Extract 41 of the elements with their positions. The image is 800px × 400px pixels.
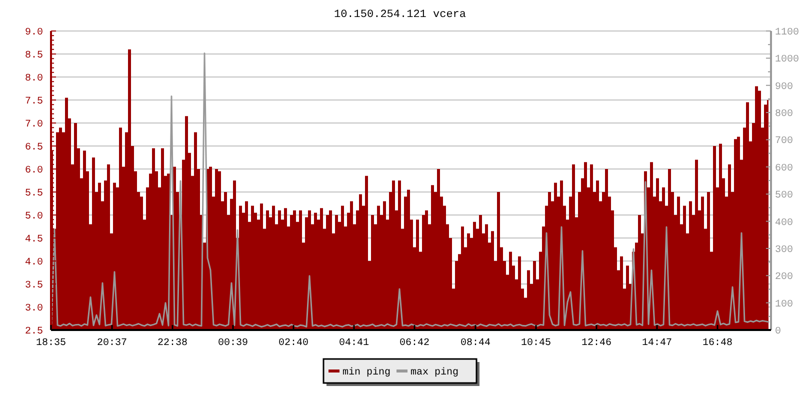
x-tick-label: 10:45: [520, 338, 552, 349]
y2-tick-label: 600: [775, 163, 794, 174]
y2-tick-label: 500: [775, 190, 794, 202]
x-tick-label: 22:38: [157, 338, 188, 349]
x-tick-label: 02:40: [278, 338, 309, 349]
y-tick-label: 5.5: [24, 188, 43, 200]
y-tick-label: 4.5: [24, 234, 43, 246]
y-tick-label: 3.5: [24, 280, 43, 292]
y-tick-label: 3.0: [24, 304, 43, 314]
y2-tick-label: 800: [775, 109, 794, 120]
y-tick-label: 7.0: [24, 120, 43, 130]
chart-title: 10.150.254.121 vcera: [334, 9, 466, 21]
y-tick-label: 8.0: [24, 74, 43, 84]
y-tick-label: 8.5: [24, 50, 43, 62]
y-tick-label: 6.5: [24, 142, 43, 154]
legend-label: min ping: [342, 366, 391, 378]
x-tick-label: 16:48: [702, 338, 733, 349]
x-tick-label: 08:44: [460, 338, 491, 349]
y-tick-label: 4.0: [24, 258, 43, 268]
y2-tick-label: 0: [775, 326, 782, 338]
y-tick-label: 9.0: [24, 28, 43, 38]
y2-tick-label: 100: [775, 299, 794, 310]
x-tick-label: 18:35: [36, 338, 66, 349]
legend-label: max ping: [410, 366, 459, 378]
x-tick-label: 12:46: [581, 338, 612, 349]
y2-tick-label: 300: [775, 244, 794, 256]
y2-tick-label: 1100: [775, 28, 800, 38]
x-tick-label: 06:42: [399, 338, 430, 349]
y-tick-label: 6.0: [24, 166, 43, 176]
x-tick-label: 20:37: [96, 338, 128, 349]
y2-tick-label: 400: [775, 218, 794, 229]
x-tick-label: 00:39: [218, 338, 248, 349]
y2-tick-label: 700: [775, 136, 794, 148]
y-tick-label: 7.5: [24, 96, 43, 108]
y2-tick-label: 200: [775, 272, 794, 284]
x-tick-label: 04:41: [338, 338, 370, 349]
y2-tick-label: 1000: [775, 54, 800, 66]
y-tick-label: 2.5: [24, 326, 43, 338]
y2-tick-label: 900: [775, 82, 794, 93]
x-tick-label: 14:47: [642, 338, 672, 349]
y-tick-label: 5.0: [24, 212, 43, 222]
